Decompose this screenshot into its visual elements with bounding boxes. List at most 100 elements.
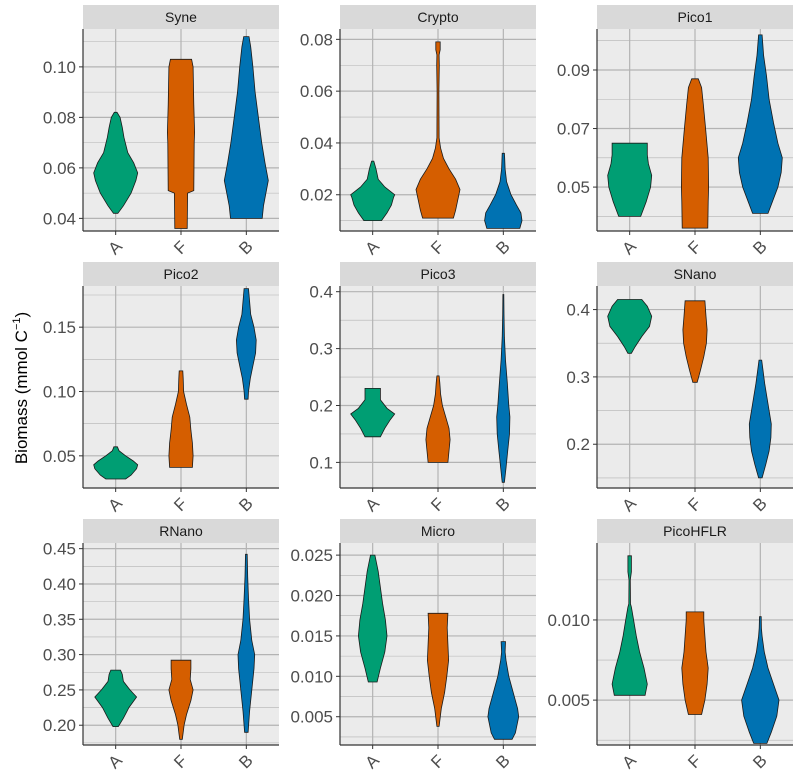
y-tick-label: 0.005 — [547, 691, 590, 710]
x-tick-label: A — [362, 750, 384, 772]
x-tick-label: F — [170, 494, 191, 515]
violin-rnano-b — [237, 553, 256, 733]
x-tick-label: F — [684, 237, 705, 258]
x-tick-label: B — [235, 494, 256, 515]
x-tick-label: F — [684, 751, 705, 772]
y-axis-label-superscript: −1 — [11, 318, 23, 331]
strip-crypto — [340, 5, 536, 29]
violin-micro-a — [357, 554, 388, 683]
x-tick-label: A — [362, 236, 384, 258]
facet-panels: Syne 0.04 0.06 0.08 0.10 A F B Crypto 0.02 0.04 0.0… — [43, 5, 793, 772]
strip-syne — [83, 5, 279, 29]
y-tick-label: 0.02 — [300, 186, 333, 205]
violin-rnano-a — [94, 669, 138, 727]
y-tick-label: 0.4 — [566, 301, 590, 320]
violin-picohflr-b — [741, 616, 780, 744]
x-tick-label: B — [235, 751, 256, 772]
x-tick-label: A — [105, 493, 127, 515]
y-tick-label: 0.05 — [557, 178, 590, 197]
y-tick-label: 0.020 — [290, 587, 333, 606]
y-tick-label: 0.005 — [290, 708, 333, 727]
x-tick-label: A — [619, 493, 641, 515]
strip-pico1 — [597, 5, 793, 29]
violin-syne-b — [223, 36, 269, 219]
panel-title-picohflr: PicoHFLR — [663, 523, 727, 539]
x-tick-label: B — [749, 751, 770, 772]
panel-pico3: Pico3 0.1 0.2 0.3 0.4 A F B — [309, 262, 536, 515]
strip-rnano — [83, 519, 279, 543]
panel-snano: SNano 0.2 0.3 0.4 A F B — [566, 262, 793, 515]
violin-pico3-b — [496, 294, 511, 483]
panel-title-micro: Micro — [421, 523, 455, 539]
violin-snano-b — [748, 359, 772, 479]
panel-pico2: Pico2 0.05 0.10 0.15 A F B — [43, 262, 279, 515]
x-tick-label: B — [749, 237, 770, 258]
violin-picohflr-f — [681, 611, 709, 715]
strip-pico3 — [340, 262, 536, 286]
y-tick-label: 0.2 — [309, 396, 333, 415]
x-tick-label: A — [619, 750, 641, 772]
y-tick-label: 0.06 — [300, 82, 333, 101]
panel-title-rnano: RNano — [159, 523, 203, 539]
violin-pico2-b — [235, 288, 257, 400]
y-tick-label: 0.04 — [300, 134, 333, 153]
x-tick-label: B — [235, 237, 256, 258]
strip-micro — [340, 519, 536, 543]
y-tick-label: 0.15 — [43, 318, 76, 337]
violin-pico3-f — [425, 375, 451, 463]
y-tick-label: 0.08 — [43, 108, 76, 127]
y-tick-label: 0.35 — [43, 610, 76, 629]
y-tick-label: 0.010 — [290, 667, 333, 686]
violin-pico1-f — [680, 78, 710, 229]
y-tick-label: 0.08 — [300, 30, 333, 49]
panel-crypto: Crypto 0.02 0.04 0.06 0.08 A F B — [300, 5, 536, 258]
violin-crypto-f — [415, 41, 461, 219]
y-tick-label: 0.04 — [43, 209, 76, 228]
strip-picohflr — [597, 519, 793, 543]
x-tick-label: B — [492, 237, 513, 258]
x-tick-label: A — [105, 236, 127, 258]
y-tick-label: 0.010 — [547, 611, 590, 630]
x-tick-label: A — [105, 750, 127, 772]
y-tick-label: 0.07 — [557, 120, 590, 139]
violin-micro-b — [487, 641, 520, 740]
panel-title-pico3: Pico3 — [420, 266, 455, 282]
y-tick-label: 0.3 — [566, 368, 590, 387]
strip-snano — [597, 262, 793, 286]
y-tick-label: 0.09 — [557, 61, 590, 80]
panel-rnano: RNano 0.20 0.25 0.30 0.35 0.40 0.45 A F B — [43, 519, 279, 772]
y-axis-label-close: ) — [12, 312, 31, 318]
y-tick-label: 0.1 — [309, 453, 333, 472]
y-tick-label: 0.3 — [309, 340, 333, 359]
panel-syne: Syne 0.04 0.06 0.08 0.10 A F B — [43, 5, 279, 258]
y-tick-label: 0.10 — [43, 58, 76, 77]
y-tick-label: 0.20 — [43, 716, 76, 735]
panel-title-syne: Syne — [165, 9, 197, 25]
y-tick-label: 0.2 — [566, 435, 590, 454]
x-tick-label: F — [427, 751, 448, 772]
x-tick-label: F — [170, 751, 191, 772]
violin-pico2-a — [93, 446, 139, 480]
x-tick-label: A — [619, 236, 641, 258]
x-tick-label: F — [684, 494, 705, 515]
y-tick-label: 0.45 — [43, 540, 76, 559]
x-tick-label: F — [427, 237, 448, 258]
panel-micro: Micro 0.005 0.010 0.015 0.020 0.025 A F B — [290, 519, 536, 772]
x-tick-label: F — [170, 237, 191, 258]
violin-crypto-b — [484, 152, 523, 229]
strip-pico2 — [83, 262, 279, 286]
y-axis-label: Biomass (mmol C−1) — [11, 312, 31, 464]
violin-picohflr-a — [611, 555, 648, 696]
y-tick-label: 0.05 — [43, 447, 76, 466]
y-tick-label: 0.015 — [290, 627, 333, 646]
violin-pico3-a — [350, 388, 396, 438]
panel-title-pico2: Pico2 — [163, 266, 198, 282]
y-tick-label: 0.025 — [290, 546, 333, 565]
violin-pico1-a — [607, 142, 653, 217]
x-tick-label: B — [492, 751, 513, 772]
y-tick-label: 0.4 — [309, 283, 333, 302]
violin-micro-f — [426, 612, 450, 727]
y-tick-label: 0.30 — [43, 646, 76, 665]
violin-syne-f — [166, 58, 196, 229]
